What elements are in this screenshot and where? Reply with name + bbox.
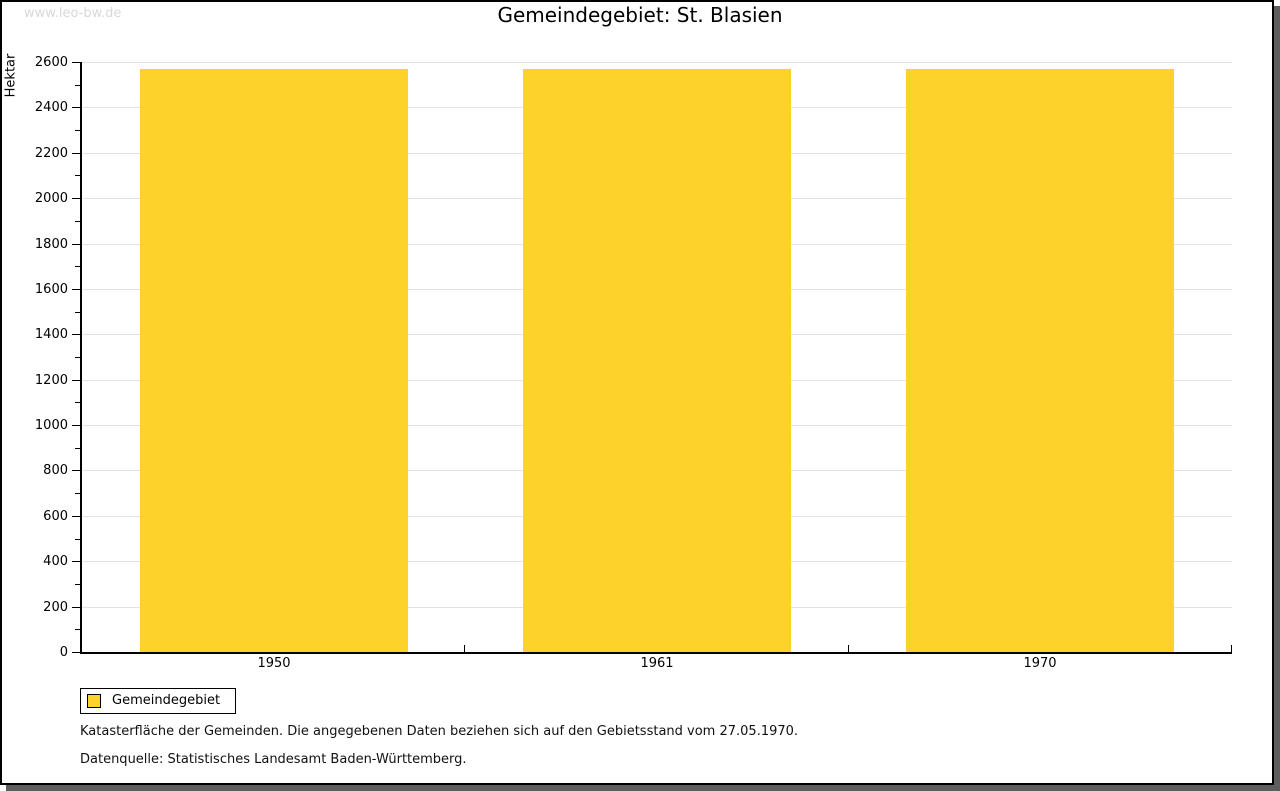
y-tick-1600 (72, 288, 80, 290)
gridline-2600 (82, 62, 1232, 63)
y-minor-tick-1300 (75, 357, 80, 358)
y-minor-tick-300 (75, 583, 80, 585)
y-tick-2200 (72, 152, 80, 154)
note-line-2: Datenquelle: Statistisches Landesamt Bad… (80, 752, 467, 767)
y-minor-tick-100 (75, 629, 80, 631)
y-tick-label-400: 400 (43, 554, 68, 570)
y-tick-label-1600: 1600 (34, 281, 68, 297)
category-tick-3 (1231, 645, 1232, 652)
y-tick-400 (72, 561, 80, 563)
category-tick-1 (464, 645, 465, 652)
y-tick-label-1000: 1000 (34, 418, 68, 434)
legend-swatch-icon (87, 694, 101, 708)
y-tick-label-1800: 1800 (34, 236, 68, 252)
bar-1961 (523, 69, 791, 652)
y-minor-tick-1500 (75, 311, 80, 313)
y-tick-label-600: 600 (43, 508, 68, 524)
y-tick-2000 (72, 198, 80, 200)
y-minor-tick-500 (75, 538, 80, 540)
y-tick-1800 (72, 243, 80, 245)
legend: Gemeindegebiet (80, 688, 237, 714)
y-tick-200 (72, 606, 80, 608)
y-tick-1000 (72, 425, 80, 427)
y-tick-label-0: 0 (59, 645, 68, 660)
plot-area (80, 62, 1232, 654)
y-tick-800 (72, 470, 80, 472)
y-minor-tick-1700 (75, 266, 80, 268)
y-tick-0 (72, 652, 80, 653)
y-minor-tick-1900 (75, 220, 80, 222)
y-tick-2600 (72, 62, 80, 63)
category-tick-2 (848, 645, 849, 652)
y-minor-tick-2300 (75, 130, 80, 132)
y-tick-label-2000: 2000 (34, 191, 68, 207)
y-tick-label-200: 200 (43, 599, 68, 615)
bar-1950 (140, 69, 408, 652)
y-tick-1200 (72, 379, 80, 381)
x-tick-label-1950: 1950 (257, 656, 291, 671)
bar-1970 (906, 69, 1174, 652)
y-minor-tick-700 (75, 493, 80, 495)
chart-title: Gemeindegebiet: St. Blasien (497, 3, 783, 27)
y-minor-tick-2100 (75, 175, 80, 177)
y-minor-tick-900 (75, 447, 80, 449)
y-tick-label-1400: 1400 (34, 327, 68, 343)
y-tick-label-1200: 1200 (34, 372, 68, 388)
watermark: www.leo-bw.de (24, 6, 122, 21)
note-line-1: Katasterfläche der Gemeinden. Die angege… (80, 724, 799, 739)
y-tick-2400 (72, 107, 80, 109)
y-tick-1400 (72, 334, 80, 336)
y-tick-600 (72, 515, 80, 517)
y-minor-tick-1100 (75, 402, 80, 404)
legend-label: Gemeindegebiet (112, 693, 221, 708)
y-axis-label: Hektar (3, 53, 19, 98)
y-minor-tick-2500 (75, 84, 80, 86)
y-tick-label-800: 800 (43, 463, 68, 479)
x-tick-label-1961: 1961 (640, 656, 674, 671)
x-tick-label-1970: 1970 (1023, 656, 1057, 671)
y-tick-label-2600: 2600 (34, 55, 68, 70)
y-tick-label-2400: 2400 (34, 100, 68, 116)
y-tick-label-2200: 2200 (34, 145, 68, 161)
